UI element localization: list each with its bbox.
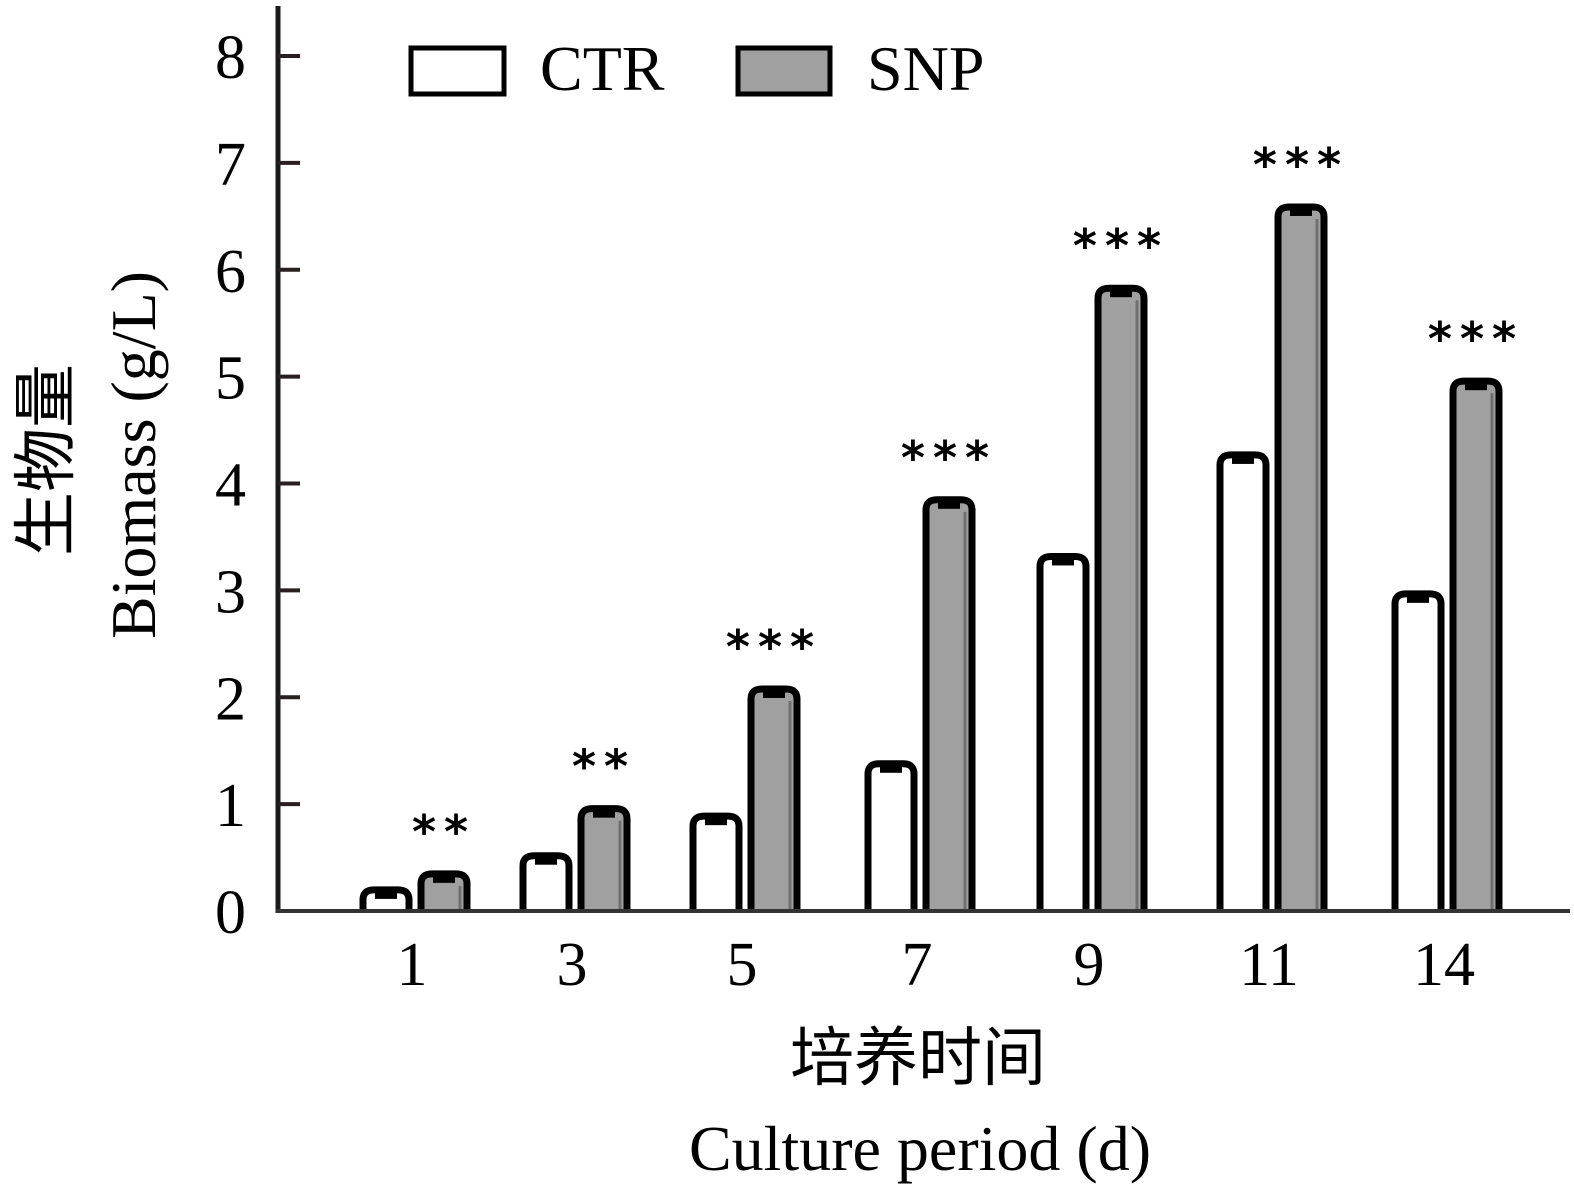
- error-bar-cap: [593, 807, 615, 818]
- x-tick-label: 7: [902, 931, 933, 999]
- x-tick-label: 3: [557, 931, 588, 999]
- x-axis-title-cn: 培养时间: [790, 1023, 1046, 1094]
- y-axis-title: 生物量 Biomass (g/L): [11, 271, 169, 639]
- x-tick-label: 11: [1239, 931, 1299, 999]
- y-tick-label: 7: [215, 131, 246, 199]
- significance-marker: ***: [726, 620, 822, 674]
- error-bar-cap: [1052, 555, 1074, 566]
- bar-body: [1036, 552, 1090, 911]
- error-bar-cap: [1407, 592, 1429, 603]
- significance-marker: ***: [1253, 138, 1349, 192]
- x-tick-label: 1: [397, 931, 428, 999]
- y-tick-label: 8: [215, 24, 246, 92]
- error-bar-cap: [375, 888, 397, 899]
- legend: CTR SNP: [408, 33, 984, 104]
- error-bar-cap: [763, 687, 785, 698]
- bars-layer: [359, 203, 1503, 911]
- bar-ctr-9: [1036, 552, 1090, 911]
- significance-marker: ***: [1428, 312, 1524, 366]
- bar-ctr-5: [689, 812, 743, 911]
- bar-ctr-3: [519, 852, 573, 911]
- bar-snp-14: [1449, 377, 1503, 911]
- bar-snp-1: [417, 870, 471, 911]
- y-tick-label: 6: [215, 238, 246, 306]
- y-tick-label: 0: [215, 879, 246, 947]
- bar-body: [1391, 590, 1445, 911]
- bar-ctr-7: [864, 760, 918, 911]
- error-bar-cap: [535, 854, 557, 865]
- x-tick-label: 14: [1413, 931, 1475, 999]
- bar-body: [1216, 451, 1270, 911]
- y-tick-label: 4: [215, 452, 246, 520]
- y-tick-label: 2: [215, 665, 246, 733]
- significance-marker: **: [412, 805, 476, 859]
- bar-snp-11: [1274, 203, 1328, 911]
- y-axis-title-cn: 生物量: [11, 364, 82, 556]
- bar-body: [864, 760, 918, 911]
- error-bar-cap: [1232, 453, 1254, 464]
- y-ticks-layer: 0 1 2 3 4 5 6 7 8: [215, 24, 300, 947]
- x-ticks-layer: 1 3 5 7 9 11 14: [397, 931, 1476, 999]
- legend-label-ctr: CTR: [540, 33, 665, 104]
- x-axis-title: 培养时间 Culture period (d): [689, 1023, 1151, 1184]
- error-bar-cap: [1290, 205, 1312, 216]
- significance-layer: *******************: [412, 138, 1524, 859]
- legend-label-snp: SNP: [867, 33, 984, 104]
- bar-snp-5: [747, 685, 801, 911]
- bar-snp-3: [577, 805, 631, 911]
- error-bar-cap: [1110, 287, 1132, 298]
- significance-marker: ***: [1073, 219, 1169, 273]
- error-bar-cap: [705, 815, 727, 826]
- bar-snp-7: [922, 496, 976, 911]
- x-tick-label: 9: [1074, 931, 1105, 999]
- x-axis-title-en: Culture period (d): [689, 1113, 1151, 1184]
- error-bar-cap: [433, 872, 455, 883]
- y-tick-label: 5: [215, 345, 246, 413]
- error-bar-cap: [1465, 380, 1487, 391]
- bar-snp-9: [1094, 284, 1148, 911]
- significance-marker: **: [572, 740, 636, 794]
- axes-layer: [275, 6, 1570, 913]
- error-bar-cap: [880, 762, 902, 773]
- x-tick-label: 5: [727, 931, 758, 999]
- bar-ctr-1: [359, 886, 413, 911]
- significance-marker: ***: [901, 431, 997, 485]
- bar-body: [689, 812, 743, 911]
- y-tick-label: 3: [215, 558, 246, 626]
- legend-swatch-ctr: [408, 45, 507, 97]
- legend-swatch-snp: [735, 45, 833, 97]
- error-bar-cap: [938, 498, 960, 509]
- y-tick-label: 1: [215, 772, 246, 840]
- bar-ctr-11: [1216, 451, 1270, 911]
- y-axis-title-en: Biomass (g/L): [98, 271, 169, 639]
- bar-ctr-14: [1391, 590, 1445, 911]
